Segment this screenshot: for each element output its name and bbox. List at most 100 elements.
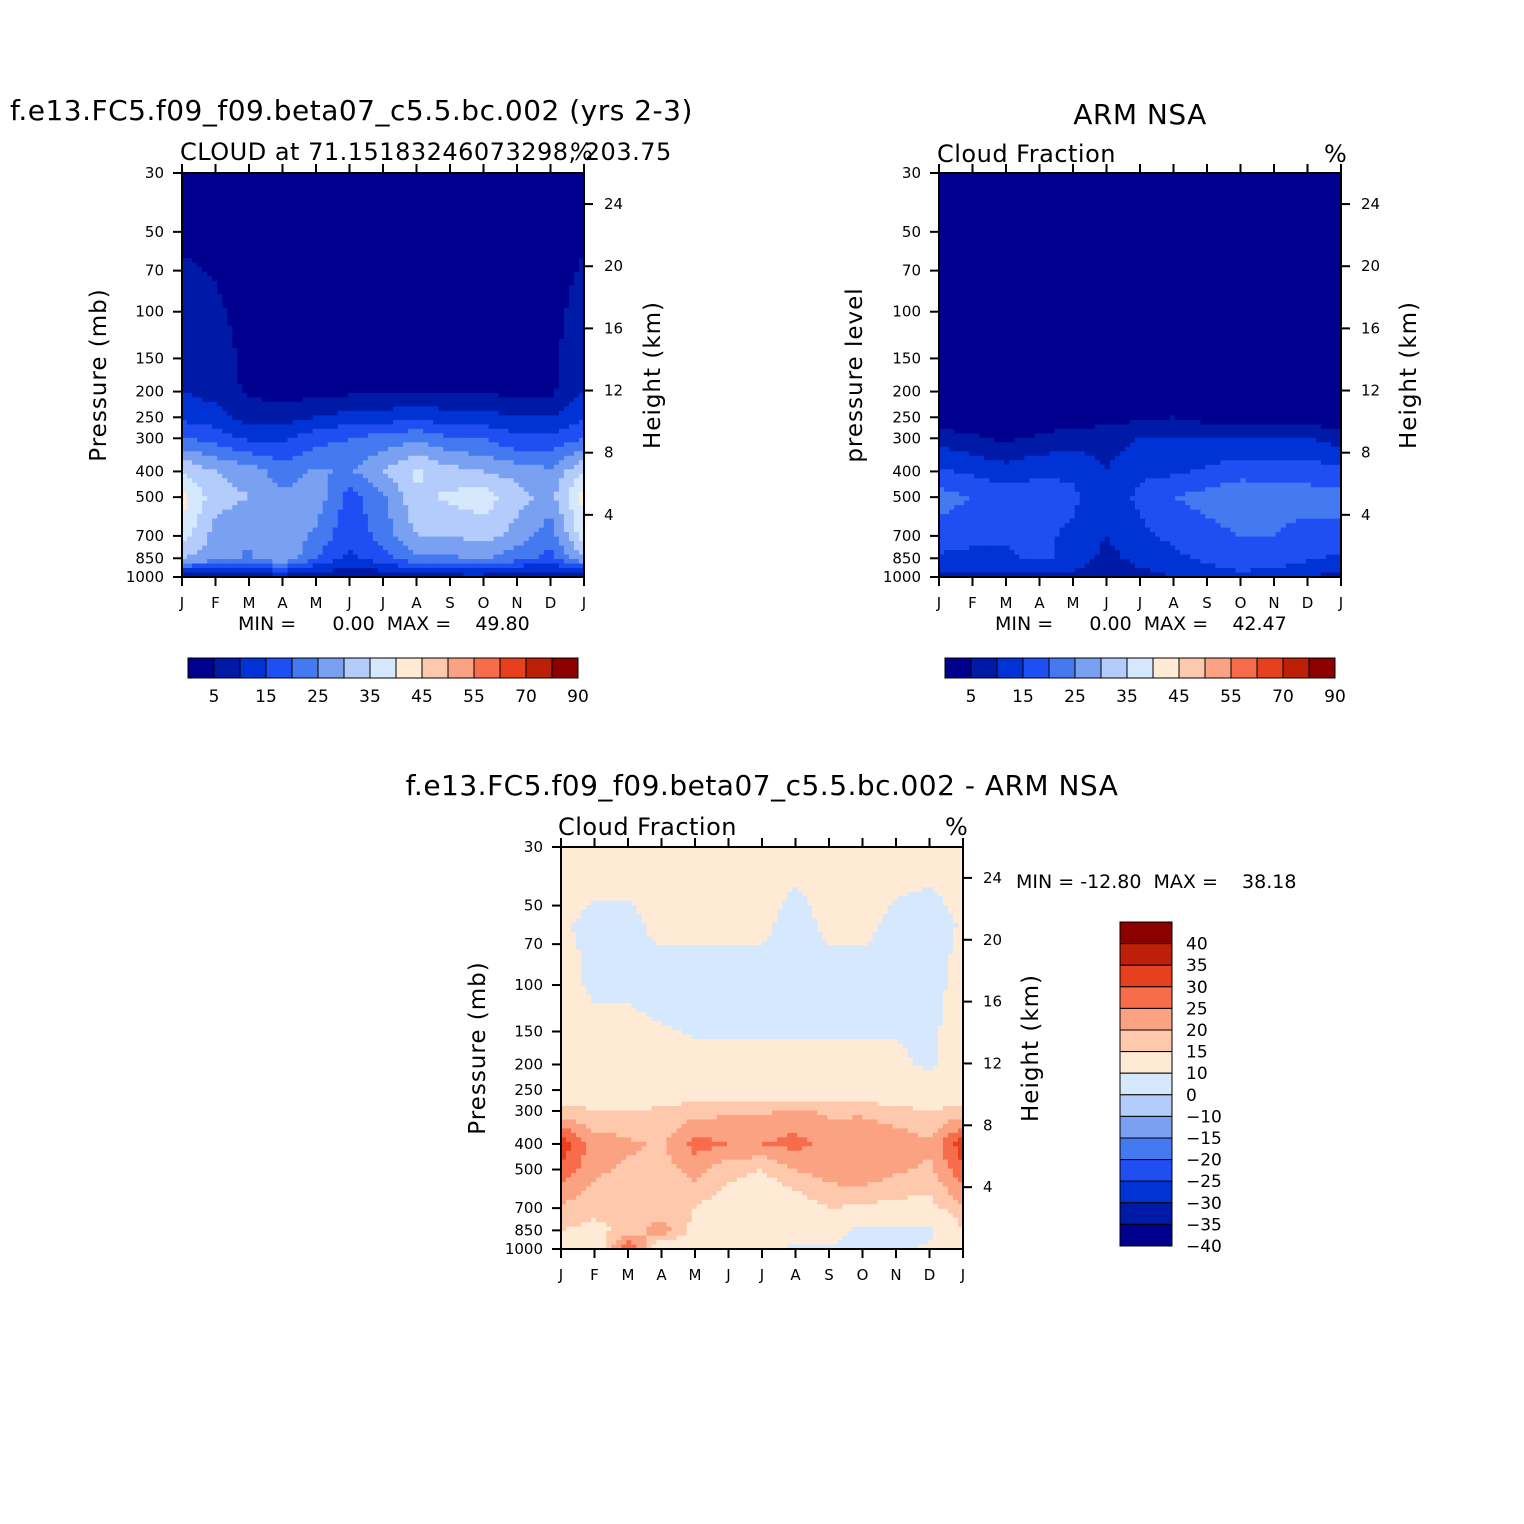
contour-cell	[227, 334, 233, 340]
contour-cell	[448, 195, 454, 201]
contour-cell	[212, 383, 218, 390]
contour-cell	[423, 352, 429, 358]
contour-cell	[307, 289, 314, 295]
contour-cell	[423, 325, 429, 331]
contour-cell	[182, 199, 188, 206]
contour-cell	[222, 303, 228, 309]
contour-cell	[362, 383, 369, 390]
contour-cell	[242, 343, 248, 349]
contour-cell	[257, 379, 264, 385]
contour-cell	[257, 303, 264, 309]
contour-cell	[317, 330, 324, 336]
contour-cell	[448, 235, 454, 241]
contour-cell	[212, 208, 218, 214]
contour-cell	[403, 379, 409, 385]
contour-cell	[398, 424, 404, 430]
contour-cell	[222, 249, 228, 255]
contour-cell	[197, 298, 203, 304]
contour-cell	[418, 271, 424, 277]
contour-cell	[488, 258, 495, 264]
contour-cell	[463, 325, 470, 331]
contour-cell	[533, 177, 540, 183]
contour-cell	[207, 428, 213, 434]
contour-cell	[463, 280, 470, 286]
contour-cell	[367, 388, 374, 394]
contour-cell	[383, 339, 389, 345]
contour-cell	[478, 419, 485, 425]
contour-cell	[528, 262, 535, 268]
contour-cell	[222, 262, 228, 268]
contour-cell	[563, 437, 570, 443]
contour-cell	[242, 392, 248, 399]
contour-cell	[468, 235, 475, 241]
contour-cell	[578, 199, 584, 206]
contour-cell	[327, 267, 334, 273]
contour-cell	[418, 352, 424, 358]
contour-cell	[297, 325, 304, 331]
contour-cell	[433, 361, 439, 367]
contour-cell	[563, 173, 570, 179]
contour-cell	[362, 410, 369, 416]
contour-cell	[538, 173, 545, 179]
contour-cell	[433, 316, 439, 322]
contour-cell	[322, 280, 329, 286]
contour-cell	[312, 312, 319, 318]
contour-cell	[418, 226, 424, 232]
contour-cell	[428, 222, 434, 228]
contour-cell	[187, 334, 193, 340]
contour-cell	[423, 348, 429, 354]
contour-cell	[377, 289, 384, 295]
contour-cell	[508, 401, 515, 408]
contour-cell	[438, 392, 444, 399]
contour-cell	[513, 217, 520, 223]
contour-cell	[192, 303, 198, 309]
contour-cell	[563, 244, 570, 250]
contour-cell	[262, 370, 269, 376]
contour-cell	[292, 361, 299, 367]
contour-cell	[257, 433, 264, 439]
contour-cell	[302, 428, 309, 434]
contour-cell	[533, 357, 540, 363]
contour-cell	[443, 181, 449, 188]
contour-cell	[503, 276, 510, 282]
contour-cell	[463, 190, 470, 197]
contour-cell	[352, 307, 359, 313]
contour-cell	[508, 375, 515, 381]
contour-cell	[297, 330, 304, 336]
contour-cell	[217, 339, 223, 345]
contour-cell	[408, 181, 414, 188]
contour-cell	[408, 258, 414, 264]
contour-cell	[438, 397, 444, 403]
contour-cell	[473, 195, 480, 201]
contour-cell	[438, 240, 444, 246]
contour-cell	[488, 294, 495, 300]
contour-cell	[473, 271, 480, 277]
contour-cell	[533, 330, 540, 336]
contour-cell	[558, 325, 565, 331]
contour-cell	[237, 276, 243, 282]
contour-cell	[337, 383, 344, 390]
contour-cell	[463, 410, 470, 416]
contour-cell	[568, 307, 575, 313]
contour-cell	[418, 208, 424, 214]
contour-cell	[538, 339, 545, 345]
contour-cell	[513, 415, 520, 421]
contour-cell	[513, 357, 520, 363]
contour-cell	[553, 213, 560, 219]
contour-cell	[202, 294, 208, 300]
contour-cell	[463, 375, 470, 381]
contour-cell	[182, 235, 188, 241]
contour-cell	[398, 199, 404, 206]
contour-cell	[302, 375, 309, 381]
contour-cell	[222, 352, 228, 358]
contour-cell	[187, 397, 193, 403]
contour-cell	[232, 437, 238, 443]
contour-cell	[262, 361, 269, 367]
contour-cell	[498, 388, 505, 394]
contour-cell	[212, 244, 218, 250]
contour-cell	[297, 258, 304, 264]
contour-cell	[257, 366, 264, 372]
contour-cell	[297, 294, 304, 300]
contour-cell	[488, 208, 495, 214]
contour-cell	[573, 397, 580, 403]
